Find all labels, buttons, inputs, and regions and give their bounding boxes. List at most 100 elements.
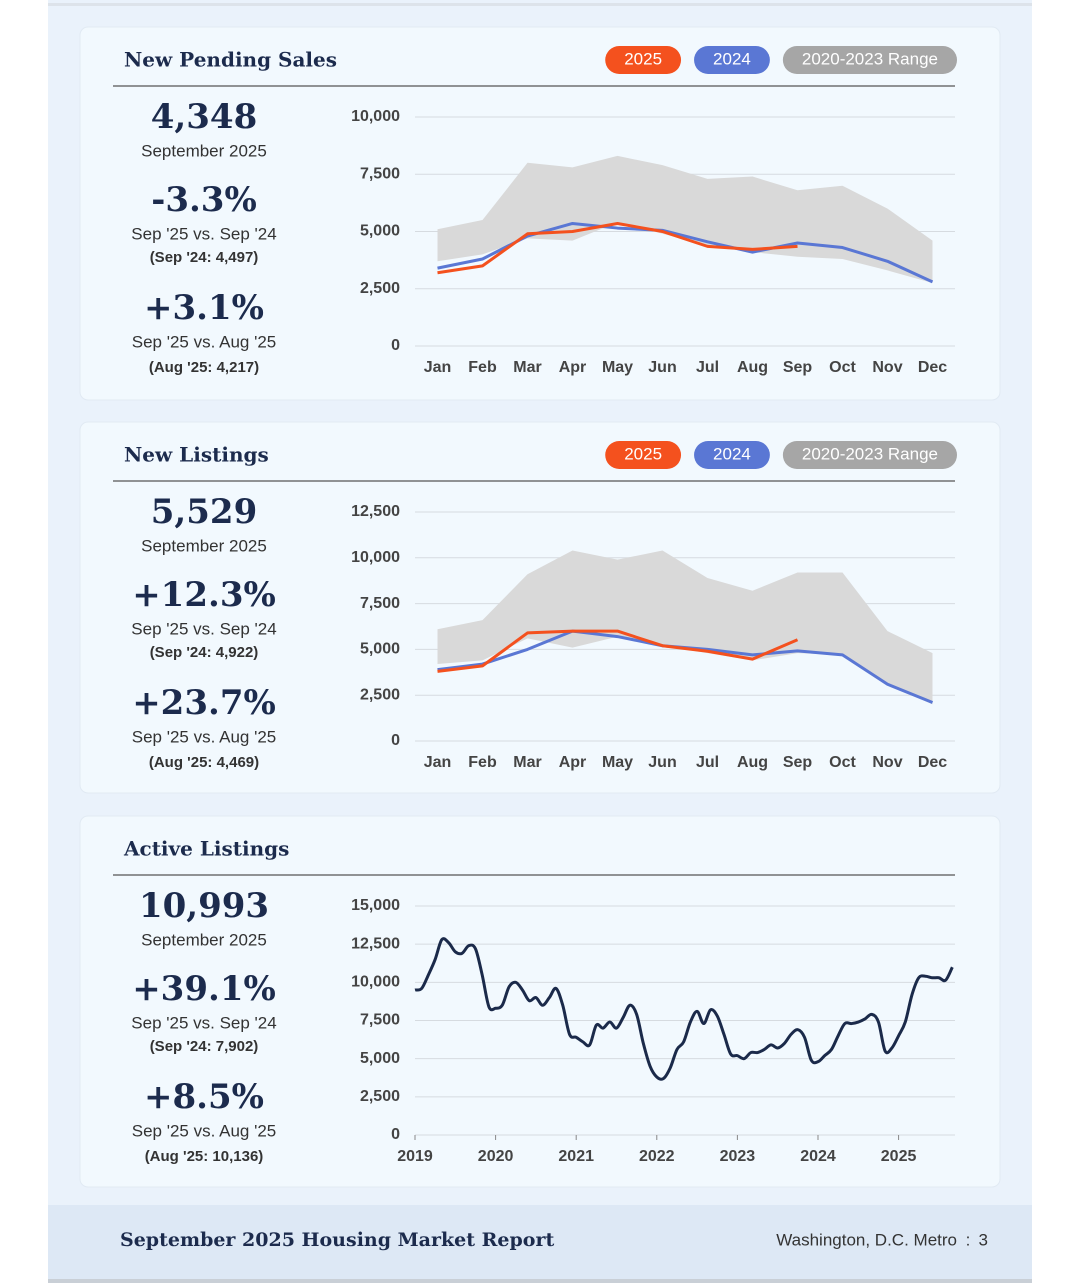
change: +39.1% [132, 969, 276, 1009]
compare-label: Sep '25 vs. Aug '25 [132, 332, 276, 351]
y-tick-label: 7,500 [360, 165, 400, 182]
series-line [437, 629, 799, 673]
change: +12.3% [132, 575, 276, 615]
footer-bg [48, 1205, 1032, 1280]
big-value: 5,529 [151, 492, 257, 532]
x-tick-label: 2024 [800, 1148, 836, 1165]
x-tick-label: Feb [468, 754, 497, 771]
x-tick-label: 2022 [639, 1148, 675, 1165]
change: -3.3% [151, 180, 257, 220]
x-tick-label: Apr [559, 359, 587, 376]
x-tick-label: Feb [468, 359, 497, 376]
y-tick-label: 5,000 [360, 641, 400, 658]
x-tick-label: Jan [424, 754, 452, 771]
y-tick-label: 5,000 [360, 223, 400, 240]
y-tick-label: 12,500 [351, 503, 400, 520]
y-tick-label: 10,000 [351, 974, 400, 991]
y-tick-label: 2,500 [360, 1088, 400, 1105]
reference: (Sep '24: 4,497) [150, 249, 259, 266]
legend-chip [605, 46, 682, 74]
y-tick-label: 0 [391, 1126, 400, 1143]
y-tick-label: 10,000 [351, 549, 400, 566]
legend-chip [782, 46, 957, 74]
legend-chip [694, 46, 770, 74]
x-tick-label: Jun [648, 754, 676, 771]
period: September 2025 [141, 141, 267, 160]
x-tick-label: Jul [696, 359, 719, 376]
chart-title: New Listings [124, 443, 269, 467]
change: +3.1% [144, 288, 264, 328]
reference: (Sep '24: 7,902) [150, 1038, 259, 1055]
x-tick-label: Oct [829, 359, 856, 376]
legend-chip [694, 441, 770, 469]
top-rule [48, 3, 1032, 6]
series-line [414, 937, 954, 1081]
y-tick-label: 0 [391, 732, 400, 749]
big-value: 10,993 [139, 886, 269, 926]
y-tick-label: 5,000 [360, 1050, 400, 1067]
x-tick-label: Aug [737, 359, 768, 376]
x-tick-label: 2023 [720, 1148, 756, 1165]
x-tick-label: Apr [559, 754, 587, 771]
compare-label: Sep '25 vs. Sep '24 [131, 224, 276, 243]
range-band [437, 155, 933, 284]
x-tick-label: Aug [737, 754, 768, 771]
range-band [437, 550, 933, 705]
big-value: 4,348 [151, 97, 257, 137]
y-tick-label: 0 [391, 337, 400, 354]
legend-chip [605, 441, 682, 469]
x-tick-label: Oct [829, 754, 856, 771]
x-tick-label: Dec [918, 359, 947, 376]
footer-title: September 2025 Housing Market Report [120, 1229, 554, 1251]
x-tick-label: Sep [783, 359, 813, 376]
reference: (Aug '25: 4,469) [149, 754, 259, 771]
x-tick-label: 2025 [881, 1148, 917, 1165]
y-tick-label: 2,500 [360, 686, 400, 703]
y-tick-label: 7,500 [360, 595, 400, 612]
chart-title: New Pending Sales [124, 48, 337, 72]
compare-label: Sep '25 vs. Aug '25 [132, 727, 276, 746]
change: +8.5% [144, 1077, 264, 1117]
compare-label: Sep '25 vs. Aug '25 [132, 1121, 276, 1140]
x-tick-label: May [602, 359, 633, 376]
x-tick-label: 2020 [478, 1148, 514, 1165]
compare-label: Sep '25 vs. Sep '24 [131, 1013, 276, 1032]
x-tick-label: Nov [872, 754, 902, 771]
series-line [437, 221, 798, 275]
x-tick-label: Dec [918, 754, 947, 771]
legend-label: 2025 [624, 49, 662, 68]
reference: (Aug '25: 10,136) [145, 1148, 264, 1165]
x-tick-label: Jul [696, 754, 719, 771]
separator: : [966, 1230, 971, 1249]
period: September 2025 [141, 536, 267, 555]
legend-label: 2020-2023 Range [802, 444, 938, 463]
x-tick-label: 2021 [558, 1148, 594, 1165]
y-tick-label: 15,000 [351, 897, 400, 914]
x-tick-label: Nov [872, 359, 902, 376]
compare-label: Sep '25 vs. Sep '24 [131, 619, 276, 638]
y-tick-label: 2,500 [360, 280, 400, 297]
legend-label: 2024 [713, 49, 751, 68]
footer-location: Washington, D.C. Metro [776, 1230, 957, 1249]
x-tick-label: Jun [648, 359, 676, 376]
y-tick-label: 7,500 [360, 1012, 400, 1029]
reference: (Sep '24: 4,922) [150, 644, 259, 661]
x-tick-label: Mar [513, 359, 541, 376]
chart-title: Active Listings [123, 837, 289, 861]
reference: (Aug '25: 4,217) [149, 359, 259, 376]
y-tick-label: 12,500 [351, 935, 400, 952]
x-tick-label: May [602, 754, 633, 771]
period: September 2025 [141, 930, 267, 949]
change: +23.7% [132, 683, 276, 723]
page-number: 3 [979, 1230, 988, 1249]
y-tick-label: 10,000 [351, 108, 400, 125]
x-tick-label: Sep [783, 754, 813, 771]
x-tick-label: Mar [513, 754, 541, 771]
legend-chip [782, 441, 957, 469]
legend-label: 2020-2023 Range [802, 49, 938, 68]
x-tick-label: 2019 [397, 1148, 433, 1165]
x-tick-label: Jan [424, 359, 452, 376]
legend-label: 2025 [624, 444, 662, 463]
bottom-rule [48, 1279, 1032, 1283]
